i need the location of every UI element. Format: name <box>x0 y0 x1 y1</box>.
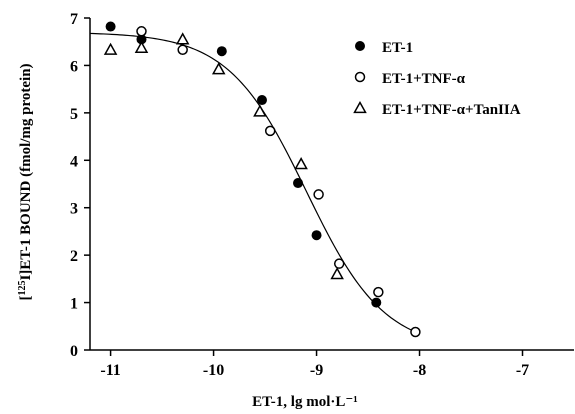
legend-label: ET-1+TNF-α <box>382 71 466 87</box>
legend-marker <box>355 41 365 51</box>
series-2 <box>136 26 421 338</box>
data-point <box>253 104 267 117</box>
y-tick-label: 7 <box>70 11 78 28</box>
legend-marker <box>354 71 366 83</box>
x-tick-label: -7 <box>516 362 529 379</box>
y-tick-label: 3 <box>70 201 78 218</box>
data-point <box>410 326 421 338</box>
x-ticks: -11 -10 -9 -8 -7 <box>100 350 529 379</box>
x-tick-label: -8 <box>413 362 426 379</box>
data-point <box>264 125 276 137</box>
series-3 <box>103 32 344 280</box>
data-point <box>333 258 345 269</box>
data-point <box>177 44 188 56</box>
series-1 <box>105 21 382 308</box>
y-tick-label: 6 <box>70 58 78 75</box>
x-tick-label: -10 <box>203 362 224 379</box>
data-point <box>371 297 382 308</box>
data-point <box>136 26 147 37</box>
legend-entry: ET-1+TNF-α+TanIIA <box>353 100 521 118</box>
data-point <box>293 178 304 189</box>
data-point <box>134 40 149 54</box>
fit-curve <box>89 32 416 333</box>
data-point <box>294 157 308 170</box>
data-point <box>311 230 322 241</box>
y-ticks: 0 1 2 3 4 5 6 7 <box>70 11 90 360</box>
data-point <box>216 46 227 57</box>
x-axis-title: ET-1, lg mol·L⁻¹ <box>252 394 358 410</box>
y-tick-label: 4 <box>70 153 78 170</box>
legend-label: ET-1+TNF-α+TanIIA <box>382 102 521 118</box>
data-point <box>330 267 344 280</box>
data-point <box>105 21 116 32</box>
data-point <box>313 189 324 200</box>
legend-marker <box>353 100 367 114</box>
y-tick-label: 0 <box>70 343 78 360</box>
y-tick-label: 5 <box>70 106 78 123</box>
legend-entry: ET-1 <box>355 40 413 56</box>
data-point <box>373 286 384 298</box>
legend-entry: ET-1+TNF-α <box>354 71 466 87</box>
y-axis-title: [125I]ET-1 BOUND (fmol/mg protein) <box>17 63 35 300</box>
data-point <box>256 95 267 106</box>
data-point <box>103 42 118 55</box>
axes: 0 1 2 3 4 5 6 7 -11 -10 -9 -8 -7 <box>70 11 574 379</box>
data-points <box>103 21 421 338</box>
y-tick-label: 2 <box>70 248 78 265</box>
x-tick-label: -11 <box>100 362 120 379</box>
x-tick-label: -9 <box>310 362 323 379</box>
data-point <box>175 32 190 45</box>
data-point <box>211 62 226 75</box>
legend-label: ET-1 <box>382 40 413 56</box>
y-tick-label: 1 <box>70 296 78 313</box>
legend: ET-1 ET-1+TNF-α ET-1+TNF-α+TanIIA <box>353 40 521 118</box>
